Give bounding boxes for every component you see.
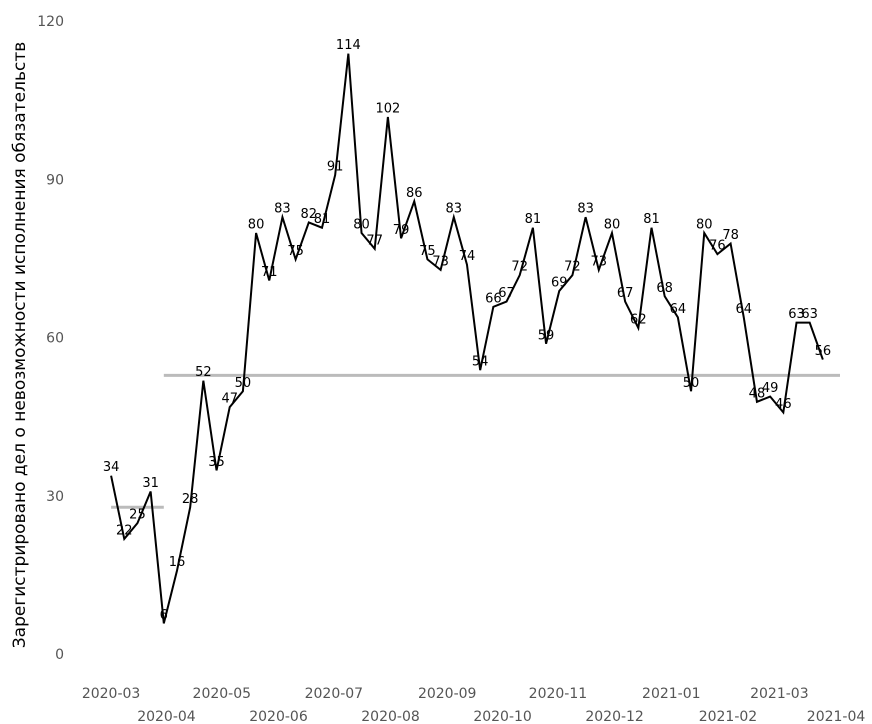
data-label: 71	[261, 265, 278, 280]
data-label: 75	[287, 244, 304, 259]
data-label: 31	[142, 476, 159, 491]
data-label: 72	[564, 260, 581, 275]
y-tick-label: 0	[55, 647, 64, 663]
x-tick-label: 2020-10	[473, 709, 532, 724]
y-tick-label: 60	[46, 331, 64, 347]
data-label: 83	[577, 202, 594, 217]
data-label: 102	[375, 101, 400, 116]
data-label: 35	[208, 455, 225, 470]
data-label: 74	[459, 249, 476, 264]
data-label: 77	[366, 233, 383, 248]
x-tick-label: 2021-02	[699, 709, 758, 724]
data-label: 28	[182, 492, 199, 507]
x-tick-label: 2020-12	[585, 709, 644, 724]
data-label: 66	[485, 291, 502, 306]
data-label: 114	[336, 38, 361, 53]
x-tick-label: 2020-04	[137, 709, 196, 724]
x-tick-label: 2021-01	[642, 686, 701, 702]
data-label: 64	[670, 302, 687, 317]
data-label: 81	[525, 212, 542, 227]
x-tick-label: 2020-09	[418, 686, 477, 702]
data-label: 6	[160, 608, 168, 623]
line	[110, 53, 824, 624]
data-label: 68	[656, 281, 673, 296]
data-label: 80	[604, 218, 621, 233]
x-tick-label: 2020-06	[249, 709, 308, 724]
data-label: 83	[274, 202, 291, 217]
data-label: 79	[393, 223, 410, 238]
data-label: 16	[169, 555, 186, 570]
data-label: 50	[683, 376, 700, 391]
data-label: 49	[762, 381, 779, 396]
data-label: 75	[419, 244, 436, 259]
x-tick-label: 2021-03	[750, 686, 809, 702]
data-label: 63	[801, 307, 818, 322]
data-label: 78	[722, 228, 739, 243]
data-label: 63	[788, 307, 805, 322]
x-tick-label: 2020-03	[82, 686, 141, 702]
y-tick-label: 90	[46, 172, 64, 188]
x-tick-label: 2020-11	[529, 686, 588, 702]
data-label: 67	[498, 286, 515, 301]
y-tick-label: 120	[37, 14, 64, 30]
data-label: 56	[815, 344, 832, 359]
data-label: 73	[591, 254, 608, 269]
data-label: 81	[314, 212, 331, 227]
data-label: 82	[301, 207, 318, 222]
x-tick-label: 2020-05	[193, 686, 252, 702]
data-label: 48	[749, 386, 766, 401]
data-label: 62	[630, 312, 647, 327]
data-label: 22	[116, 523, 133, 538]
data-label: 73	[432, 254, 449, 269]
data-label: 80	[248, 218, 265, 233]
data-label: 86	[406, 186, 423, 201]
data-label: 67	[617, 286, 634, 301]
y-tick-label: 30	[46, 489, 64, 505]
data-label: 80	[353, 218, 370, 233]
x-tick-label: 2020-07	[305, 686, 364, 702]
data-label: 83	[446, 202, 463, 217]
x-tick-label: 2020-08	[361, 709, 420, 724]
data-label: 72	[511, 260, 528, 275]
data-label: 59	[538, 328, 555, 343]
data-label: 80	[696, 218, 713, 233]
data-label: 91	[327, 159, 344, 174]
data-label: 25	[129, 508, 146, 523]
x-tick-label: 2021-04	[807, 709, 866, 724]
data-label: 50	[235, 376, 252, 391]
data-label: 64	[736, 302, 753, 317]
data-label: 69	[551, 276, 568, 291]
data-label: 46	[775, 397, 792, 412]
data-label: 54	[472, 355, 489, 370]
data-label: 81	[643, 212, 660, 227]
data-label: 52	[195, 365, 212, 380]
data-label: 34	[103, 460, 120, 475]
data-label: 76	[709, 239, 726, 254]
data-label: 47	[221, 392, 238, 407]
y-axis-label: Зарегистрировано дел о невозможности исп…	[10, 42, 30, 649]
